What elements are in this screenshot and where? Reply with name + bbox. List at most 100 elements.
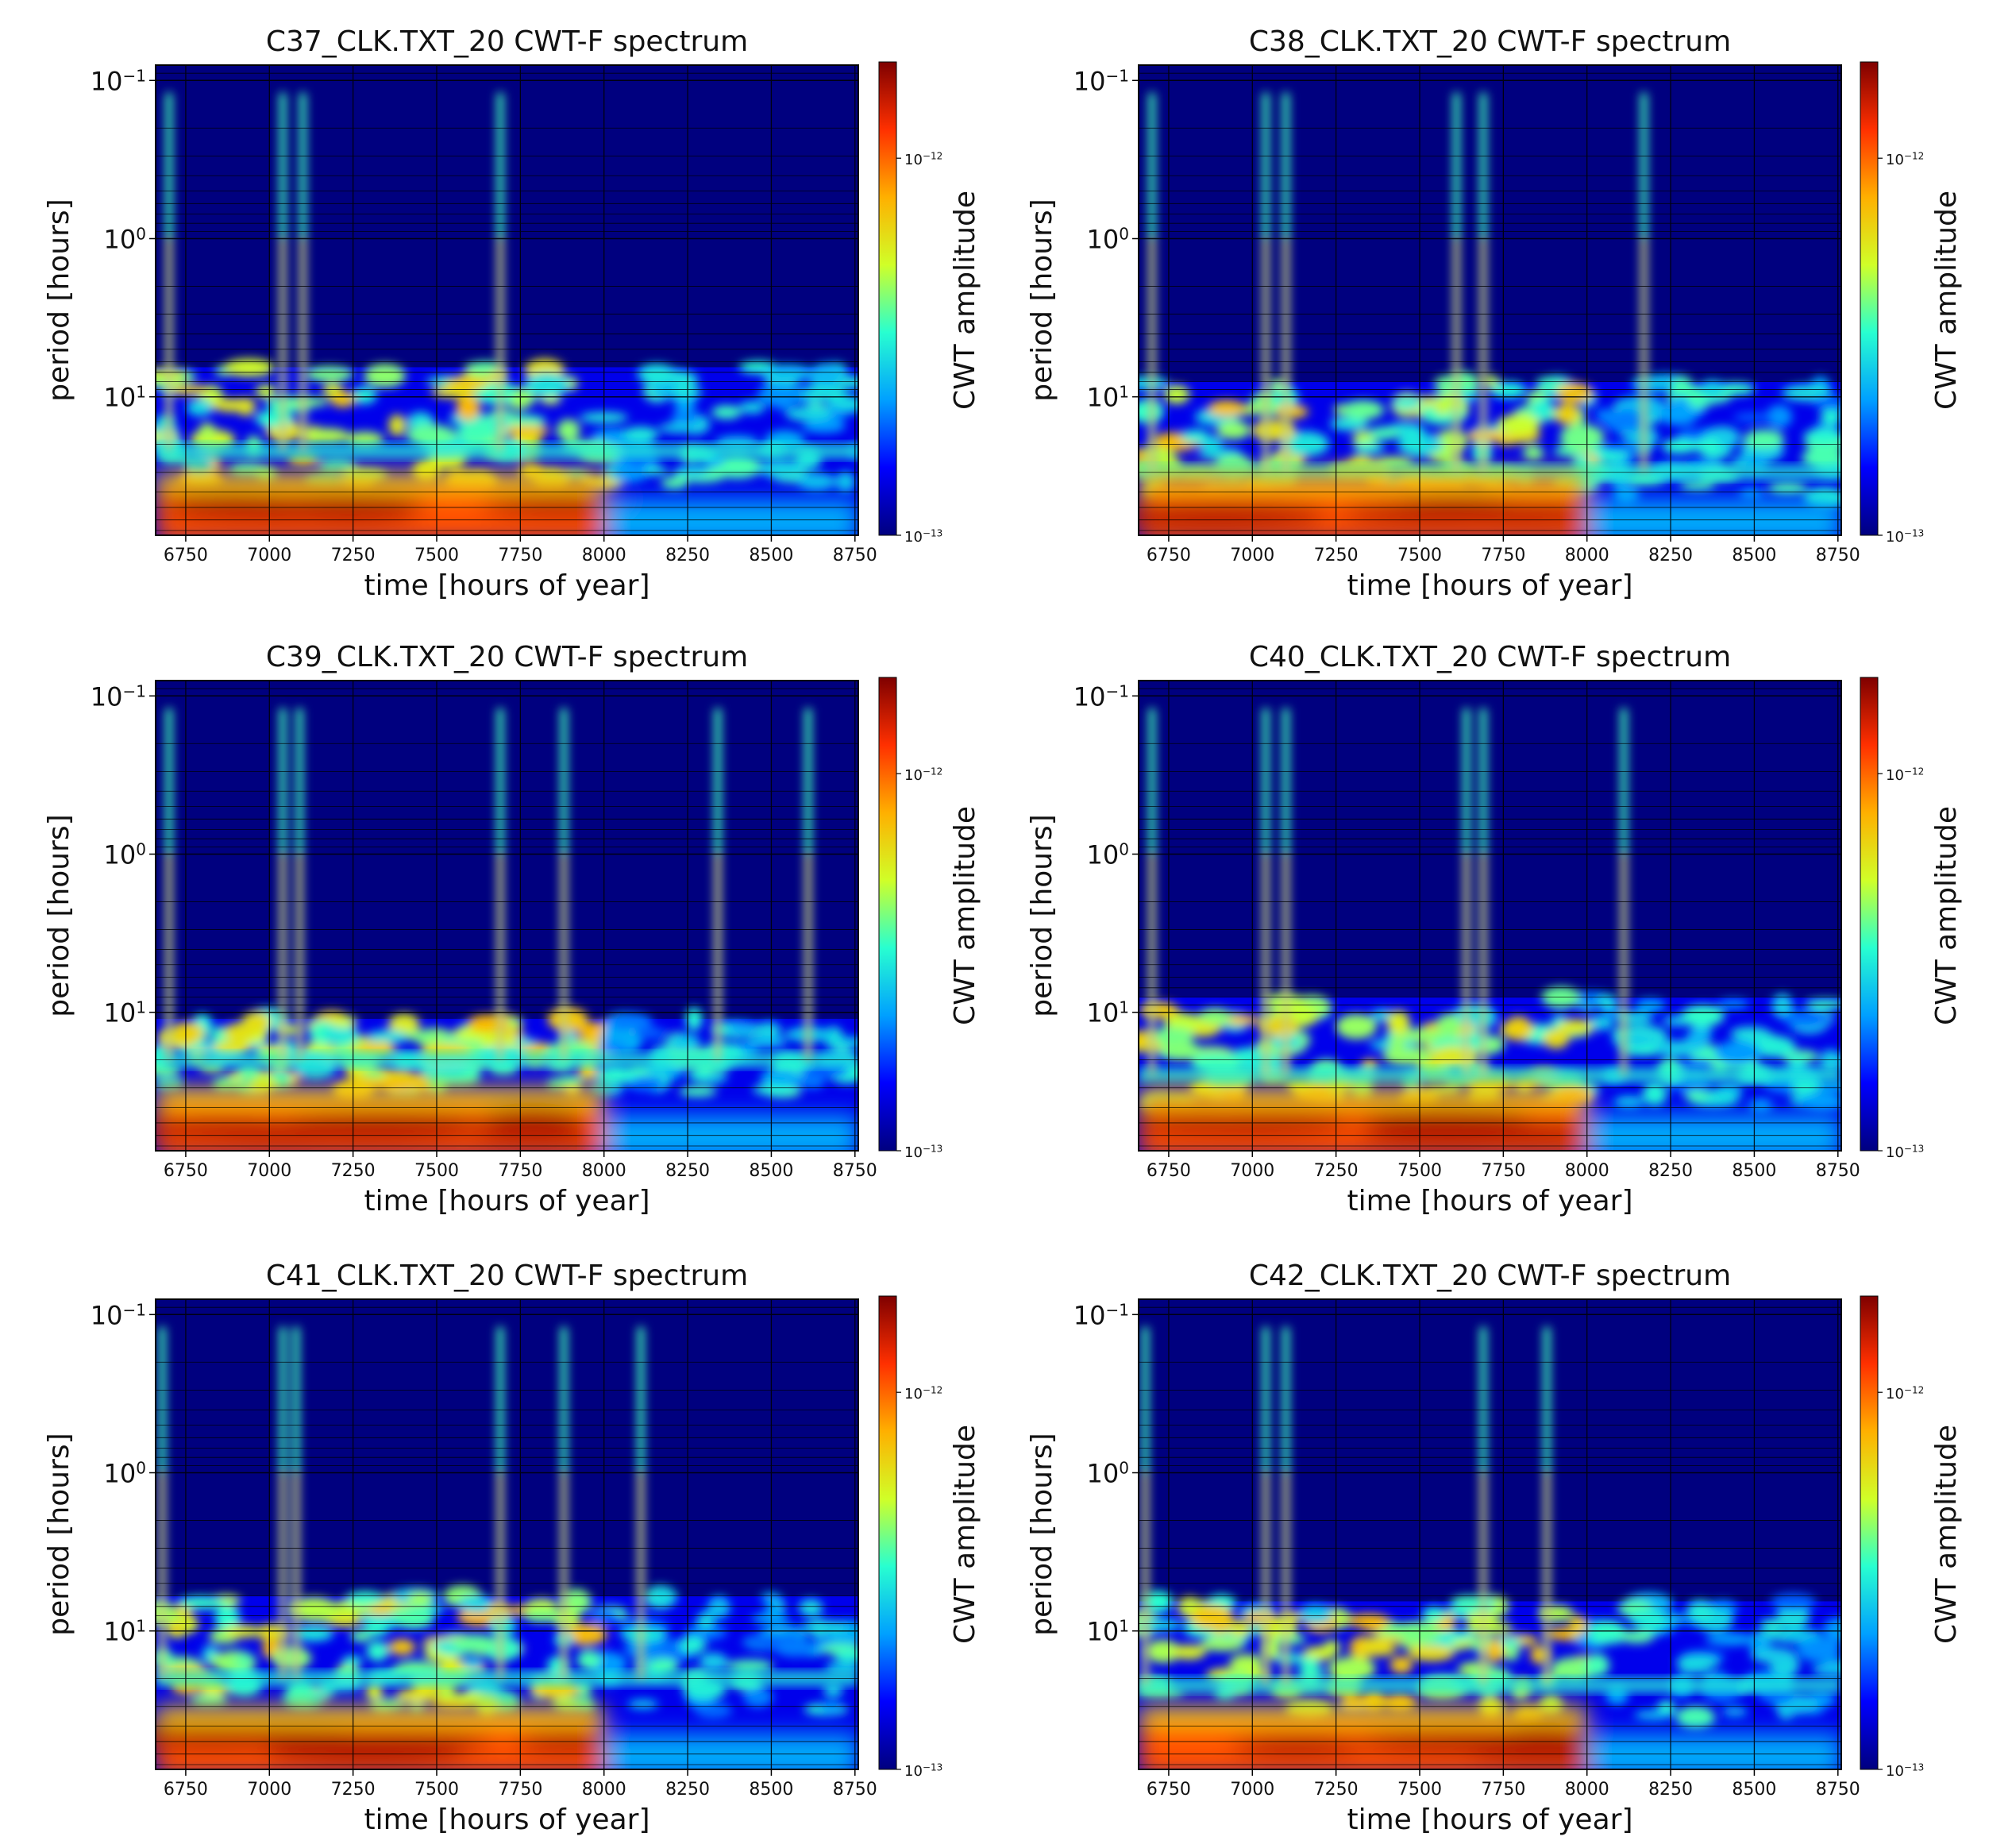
x-tick-label: 7250 <box>1314 1161 1359 1181</box>
x-tick-label: 7000 <box>1230 1161 1274 1181</box>
colorbar-tick-label: 10−12 <box>904 766 942 785</box>
axes-frame <box>1138 1298 1842 1770</box>
heatmap-blob <box>1676 1654 1720 1669</box>
heatmap-blob <box>209 1653 229 1668</box>
heatmap-blob <box>1163 385 1190 404</box>
x-tick-label: 8500 <box>749 1780 793 1800</box>
heatmap-blob <box>1495 435 1519 446</box>
x-tick-label: 8250 <box>1648 1161 1693 1181</box>
heatmap-peak <box>1463 1121 1602 1144</box>
heatmap-blob <box>364 364 406 388</box>
y-tick-label: 100 <box>104 1458 146 1488</box>
heatmap-blob <box>1197 1008 1232 1025</box>
heatmap-high-amplitude <box>1139 1087 1841 1151</box>
heatmap-blob <box>1671 395 1690 415</box>
heatmap-spike-core <box>167 854 171 1060</box>
chart-panel-5: 6750 7000 7250 7500 7750 8000 8250 8500 8750 10−1… <box>43 1260 981 1836</box>
heatmap-blob <box>524 372 570 397</box>
heatmap-spike-core <box>281 854 285 1060</box>
heatmap-blob <box>752 1084 793 1095</box>
chart-title: C38_CLK.TXT_20 CWT-F spectrum <box>1249 25 1731 58</box>
heatmap-blob <box>458 1595 496 1613</box>
x-axis-label: time [hours of year] <box>364 569 650 602</box>
heatmap-blob <box>773 1639 817 1657</box>
heatmap-blob <box>685 1623 727 1641</box>
x-tick-label: 8750 <box>833 1780 877 1800</box>
heatmap-blob <box>1536 376 1563 390</box>
heatmap-blob <box>395 1688 440 1703</box>
grid <box>156 65 858 535</box>
heatmap-peak <box>280 1742 464 1765</box>
heatmap-mid-band <box>156 442 858 459</box>
heatmap-blob <box>190 1695 229 1707</box>
x-tick-label: 7500 <box>414 1161 459 1181</box>
heatmap-peak <box>251 1120 472 1143</box>
heatmap-blob <box>293 1625 334 1642</box>
heatmap-blob <box>547 1007 588 1032</box>
heatmap-spike-core <box>806 854 810 1060</box>
chart-panel-4: 6750 7000 7250 7500 7750 8000 8250 8500 8750 10−1… <box>1026 641 1963 1217</box>
heatmap-blob <box>1139 1001 1179 1020</box>
heatmap-blob <box>1429 1630 1477 1641</box>
heatmap-blob <box>1694 437 1721 454</box>
heatmap-blob <box>289 1597 338 1622</box>
colorbar-tick-label: 10−13 <box>904 527 942 546</box>
heatmap-peak <box>468 1122 597 1145</box>
heatmap-peak <box>1139 506 1323 529</box>
heatmap-blob <box>1819 1049 1841 1073</box>
heatmap-spike-core <box>1150 238 1154 473</box>
heatmap-peak <box>1357 1107 1528 1130</box>
colorbar <box>878 61 897 536</box>
heatmap-blob <box>1767 482 1808 495</box>
x-tick-label: 6750 <box>1147 1161 1191 1181</box>
heatmap-blob <box>727 1023 757 1034</box>
x-tick-label: 8250 <box>1648 1780 1693 1800</box>
heatmap-spike-core <box>1143 1472 1147 1685</box>
heatmap-blob <box>1484 1640 1505 1663</box>
heatmap-blob <box>742 1687 773 1707</box>
heatmap-blob <box>561 1589 592 1615</box>
y-tick-label: 101 <box>1087 998 1129 1028</box>
y-tick-label: 100 <box>1087 1458 1129 1488</box>
heatmap-blob <box>468 361 502 374</box>
heatmap-blob <box>823 1683 843 1698</box>
x-axis-label: time [hours of year] <box>1347 1804 1633 1836</box>
heatmap-blob <box>657 422 701 434</box>
x-tick-label: 8000 <box>582 546 626 565</box>
heatmap-blob <box>156 1075 184 1092</box>
heatmap-blob <box>322 1024 359 1044</box>
heatmap-blob <box>765 1599 782 1625</box>
heatmap-blob <box>1597 994 1617 1010</box>
x-axis-label: time [hours of year] <box>1347 569 1633 602</box>
heatmap-blob <box>557 419 580 442</box>
colorbar <box>1860 677 1879 1152</box>
heatmap-blob <box>1282 431 1330 457</box>
heatmap-peak <box>481 1105 584 1128</box>
heatmap-spike-core <box>301 238 305 451</box>
heatmap-blob <box>1532 398 1554 420</box>
heatmap-blob <box>1558 1019 1594 1035</box>
x-tick-label: 8750 <box>1816 546 1860 565</box>
heatmap-blob <box>1613 1095 1644 1109</box>
heatmap-spike-core <box>281 238 285 451</box>
x-tick-label: 7750 <box>498 546 542 565</box>
heatmap-area <box>1139 681 1841 1151</box>
heatmap-peak <box>1433 502 1609 525</box>
heatmap-blob <box>627 1699 659 1710</box>
heatmap-blob <box>761 365 813 381</box>
colorbar <box>1860 1295 1879 1770</box>
heatmap-blob <box>330 1017 358 1028</box>
heatmap-blob <box>1139 449 1150 461</box>
heatmap-blob <box>1635 998 1666 1013</box>
heatmap-blob <box>1679 480 1716 491</box>
chart-title: C41_CLK.TXT_20 CWT-F spectrum <box>266 1260 748 1292</box>
heatmap-blob <box>1497 414 1540 435</box>
heatmap-blob <box>1628 1609 1667 1628</box>
heatmap-blob <box>557 1075 584 1088</box>
colorbar-tick-label: 10−12 <box>904 1385 942 1403</box>
heatmap-blob <box>1681 1005 1725 1027</box>
x-tick-label: 8000 <box>1565 1780 1609 1800</box>
heatmap-blob <box>437 1684 457 1703</box>
x-tick-label: 8250 <box>665 546 710 565</box>
heatmap-blob <box>1797 1637 1841 1663</box>
